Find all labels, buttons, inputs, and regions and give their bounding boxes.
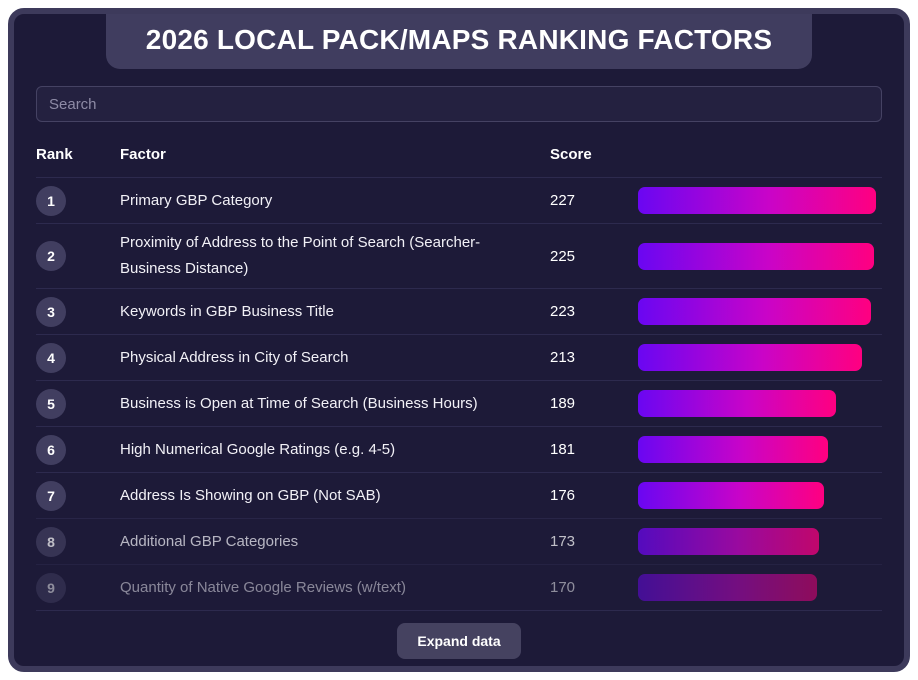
score-value: 189 <box>550 395 576 412</box>
rank-badge: 2 <box>36 241 66 271</box>
score-value: 213 <box>550 349 576 366</box>
title-panel: 2026 LOCAL PACK/MAPS RANKING FACTORS <box>105 14 813 69</box>
score-bar-track <box>638 242 876 270</box>
rank-badge: 8 <box>36 526 66 557</box>
score-value: 223 <box>550 303 576 320</box>
column-header-rank: Rank <box>36 146 73 163</box>
score-bar <box>638 390 836 417</box>
table-row: 8 Additional GBP Categories 173 <box>36 518 882 564</box>
score-bar-track <box>638 528 876 555</box>
factor-label: Primary GBP Category <box>120 191 273 209</box>
table-row: 3 Keywords in GBP Business Title 223 <box>36 288 882 334</box>
score-bar <box>638 574 817 601</box>
score-bar <box>638 482 824 509</box>
table-row: 7 Address Is Showing on GBP (Not SAB) 17… <box>36 472 882 518</box>
column-header-score: Score <box>550 146 592 163</box>
table-row: 9 Quantity of Native Google Reviews (w/t… <box>36 564 882 610</box>
factor-label: High Numerical Google Ratings (e.g. 4-5) <box>120 440 396 458</box>
table-row: 1 Primary GBP Category 227 <box>36 177 882 223</box>
rank-badge: 4 <box>36 342 66 373</box>
factor-label: Quantity of Native Google Reviews (w/tex… <box>120 578 406 596</box>
factor-label: Keywords in GBP Business Title <box>120 302 334 320</box>
table-row: 4 Physical Address in City of Search 213 <box>36 334 882 380</box>
title-bar-wrap: 2026 LOCAL PACK/MAPS RANKING FACTORS <box>36 14 882 69</box>
score-value: 227 <box>550 192 576 209</box>
rank-badge: 5 <box>36 388 66 419</box>
score-bar <box>638 242 874 270</box>
column-header-factor: Factor <box>120 146 166 163</box>
footer: Expand data <box>36 611 882 671</box>
expand-data-button[interactable]: Expand data <box>397 623 521 659</box>
score-bar <box>638 528 819 555</box>
factor-label: Physical Address in City of Search <box>120 348 349 366</box>
score-bar-track <box>638 436 876 463</box>
table-row: 5 Business is Open at Time of Search (Bu… <box>36 380 882 426</box>
score-bar-track <box>638 187 876 214</box>
rank-badge: 6 <box>36 434 66 465</box>
rank-badge: 9 <box>36 572 66 603</box>
score-value: 225 <box>550 247 576 265</box>
score-bar <box>638 436 829 463</box>
score-bar-track <box>638 482 876 509</box>
score-value: 173 <box>550 533 576 550</box>
factor-label: Business is Open at Time of Search (Busi… <box>120 394 478 412</box>
ranking-card: 2026 LOCAL PACK/MAPS RANKING FACTORS Ran… <box>8 8 910 672</box>
table-header-row: Rank Factor Score <box>36 122 882 177</box>
factor-label: Additional GBP Categories <box>120 532 299 550</box>
table-row: 6 High Numerical Google Ratings (e.g. 4-… <box>36 426 882 472</box>
score-bar-track <box>638 344 876 371</box>
table-body: 1 Primary GBP Category 227 2 Proximity o… <box>36 177 882 611</box>
factor-label: Address Is Showing on GBP (Not SAB) <box>120 486 381 504</box>
search-input[interactable] <box>36 86 882 122</box>
score-bar <box>638 298 872 325</box>
score-value: 170 <box>550 579 576 596</box>
score-bar <box>638 344 862 371</box>
score-bar-track <box>638 390 876 417</box>
score-value: 181 <box>550 441 576 458</box>
rank-badge: 3 <box>36 296 66 327</box>
score-bar-track <box>638 298 876 325</box>
column-header-bar <box>638 146 882 163</box>
score-value: 176 <box>550 487 576 504</box>
table-row: 2 Proximity of Address to the Point of S… <box>36 223 882 288</box>
page-title: 2026 LOCAL PACK/MAPS RANKING FACTORS <box>145 24 773 55</box>
search-bar <box>36 86 882 122</box>
score-bar <box>638 187 876 214</box>
rank-badge: 7 <box>36 480 66 511</box>
factor-label: Proximity of Address to the Point of Sea… <box>120 234 481 277</box>
score-bar-track <box>638 574 876 601</box>
rank-badge: 1 <box>36 185 66 216</box>
